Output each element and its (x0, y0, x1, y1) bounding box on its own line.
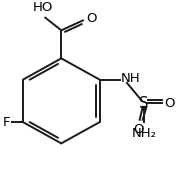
Text: O: O (86, 12, 96, 26)
Text: O: O (165, 97, 175, 110)
Text: HO: HO (33, 1, 54, 14)
Text: NH₂: NH₂ (131, 127, 156, 140)
Text: F: F (3, 116, 10, 129)
Text: NH: NH (121, 72, 140, 85)
Text: O: O (133, 123, 143, 136)
Text: S: S (139, 96, 149, 111)
